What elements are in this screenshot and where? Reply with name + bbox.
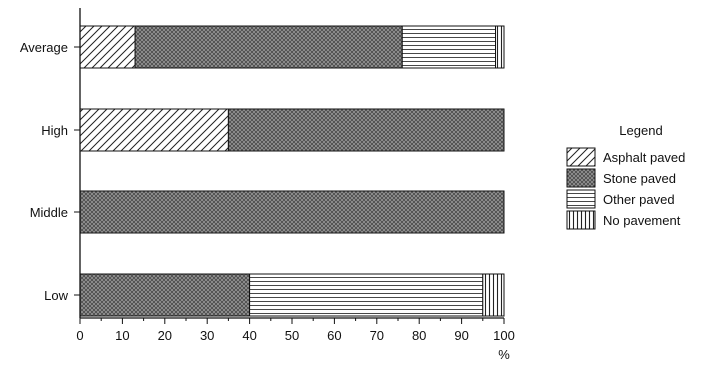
- axis-layer: Average High Middle Low 0 10 20 30 40 50 60 70 80 90 1…: [20, 8, 515, 362]
- x-tick-label-0: 0: [76, 328, 83, 343]
- bar-low-no-pavement: [482, 273, 505, 317]
- legend-swatch-other-paved: [566, 189, 596, 209]
- legend-title: Legend: [619, 123, 662, 138]
- bar-high-asphalt-paved: [79, 108, 229, 152]
- x-tick-label-50: 50: [285, 328, 299, 343]
- x-tick-label-40: 40: [242, 328, 256, 343]
- bar-average-other-paved: [401, 25, 497, 69]
- legend-label-stone-paved: Stone paved: [603, 171, 676, 186]
- bar-average-asphalt-paved: [79, 25, 136, 69]
- bar-low-stone-paved: [79, 273, 251, 317]
- x-tick-label-10: 10: [115, 328, 129, 343]
- x-tick-label-90: 90: [454, 328, 468, 343]
- legend: Legend Asphalt paved Stone paved Other pave…: [566, 123, 685, 230]
- category-label-average: Average: [20, 40, 68, 55]
- category-label-low: Low: [44, 288, 68, 303]
- legend-swatch-no-pavement: [566, 210, 596, 230]
- x-tick-label-70: 70: [370, 328, 384, 343]
- bar-middle-stone-paved: [79, 190, 505, 234]
- x-tick-label-100: 100: [493, 328, 515, 343]
- bars-layer: [79, 25, 505, 317]
- x-tick-label-20: 20: [158, 328, 172, 343]
- bar-low-other-paved: [249, 273, 484, 317]
- bar-high-stone-paved: [227, 108, 505, 152]
- legend-swatch-stone-paved: [566, 168, 596, 188]
- x-tick-label-60: 60: [327, 328, 341, 343]
- x-tick-label-30: 30: [200, 328, 214, 343]
- bar-average-no-pavement: [495, 25, 505, 69]
- legend-label-other-paved: Other paved: [603, 192, 675, 207]
- category-label-middle: Middle: [30, 205, 68, 220]
- legend-label-no-pavement: No pavement: [603, 213, 681, 228]
- legend-label-asphalt-paved: Asphalt paved: [603, 150, 685, 165]
- legend-swatch-asphalt-paved: [566, 147, 596, 167]
- x-tick-label-80: 80: [412, 328, 426, 343]
- x-unit-label: %: [498, 347, 510, 362]
- category-label-high: High: [41, 123, 68, 138]
- bar-average-stone-paved: [134, 25, 403, 69]
